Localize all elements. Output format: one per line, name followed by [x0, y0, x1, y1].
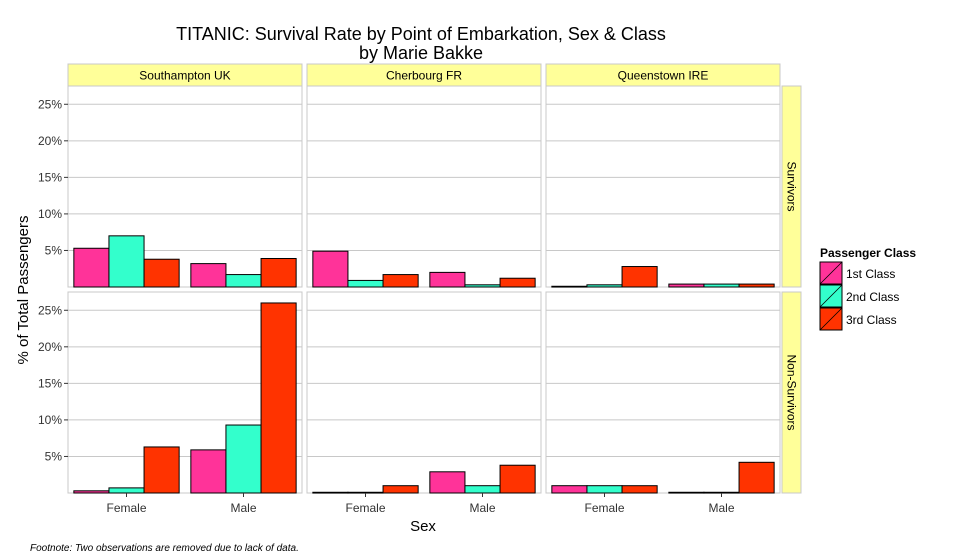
bar — [225, 424, 262, 494]
y-tick-label: 5% — [45, 449, 63, 463]
bar — [143, 258, 180, 288]
legend-item: 3rd Class — [819, 307, 897, 331]
footnote: Footnote: Two observations are removed d… — [30, 543, 299, 554]
bar — [499, 277, 536, 288]
panel-background — [306, 291, 542, 494]
y-axis-title: % of Total Passengers — [15, 216, 32, 365]
panel — [545, 85, 781, 288]
chart-title: TITANIC: Survival Rate by Point of Embar… — [176, 24, 666, 44]
bar — [312, 491, 349, 494]
column-strip-label: Queenstown IRE — [618, 69, 709, 83]
y-tick-label: 10% — [38, 413, 62, 427]
legend-swatch-slash — [819, 307, 843, 331]
y-tick-label: 10% — [38, 207, 62, 221]
panel — [306, 85, 542, 288]
y-tick-label: 25% — [38, 303, 62, 317]
bar — [108, 487, 145, 494]
y-tick-label: 20% — [38, 340, 62, 354]
bar — [73, 247, 110, 288]
legend-label: 1st Class — [846, 267, 895, 281]
x-tick-label: Male — [469, 501, 495, 515]
bar — [108, 235, 145, 288]
bar — [703, 491, 740, 494]
bar — [703, 283, 740, 288]
row-strip-label: Non-Survivors — [785, 354, 799, 430]
bar — [738, 461, 775, 494]
legend-swatch-slash — [819, 261, 843, 285]
bar — [621, 485, 658, 494]
bar — [464, 485, 501, 494]
bar — [429, 471, 466, 494]
bar — [190, 449, 227, 494]
x-tick-label: Female — [106, 501, 146, 515]
x-axis-title: Sex — [410, 518, 436, 535]
legend-item: 1st Class — [819, 261, 895, 285]
bar — [429, 271, 466, 288]
bar — [586, 485, 623, 494]
bar — [464, 284, 501, 288]
y-tick-label: 15% — [38, 170, 62, 184]
y-tick-label: 25% — [38, 97, 62, 111]
chart-subtitle: by Marie Bakke — [359, 43, 483, 63]
panel — [67, 291, 303, 494]
panel — [545, 291, 781, 494]
y-tick-label: 20% — [38, 134, 62, 148]
bar — [347, 491, 384, 494]
panel — [306, 291, 542, 494]
column-strip-label: Southampton UK — [139, 69, 230, 83]
y-tick-label: 15% — [38, 376, 62, 390]
bar — [382, 485, 419, 494]
y-tick-label: 5% — [45, 243, 63, 257]
bar — [499, 464, 536, 494]
panel-background — [545, 291, 781, 494]
bar — [312, 250, 349, 288]
bar — [190, 263, 227, 288]
bar — [668, 491, 705, 494]
bar — [551, 285, 588, 288]
bar — [738, 283, 775, 288]
x-tick-label: Female — [584, 501, 624, 515]
legend-swatch-slash — [819, 284, 843, 308]
x-tick-label: Male — [708, 501, 734, 515]
column-strip-label: Cherbourg FR — [386, 69, 462, 83]
bar — [586, 284, 623, 288]
bar — [668, 283, 705, 288]
panel-background — [545, 85, 781, 288]
bar — [73, 490, 110, 494]
x-tick-label: Female — [345, 501, 385, 515]
row-strip — [781, 85, 802, 288]
row-strip — [781, 291, 802, 494]
legend: Passenger Class 1st Class 2nd Class 3rd Cl… — [819, 246, 916, 331]
facet-panels: Southampton UK Cherbourg FR Queenstown IRE… — [38, 63, 802, 515]
legend-label: 2nd Class — [846, 290, 899, 304]
legend-title: Passenger Class — [820, 246, 916, 260]
row-strip-label: Survivors — [785, 161, 799, 211]
bar — [347, 279, 384, 288]
bar — [225, 274, 262, 288]
panel — [67, 85, 303, 288]
legend-label: 3rd Class — [846, 313, 897, 327]
legend-item: 2nd Class — [819, 284, 899, 308]
bar — [621, 266, 658, 288]
bar — [382, 274, 419, 288]
bar — [551, 485, 588, 494]
bar — [143, 446, 180, 494]
x-tick-label: Male — [230, 501, 256, 515]
bar — [260, 302, 297, 494]
bar — [260, 257, 297, 288]
